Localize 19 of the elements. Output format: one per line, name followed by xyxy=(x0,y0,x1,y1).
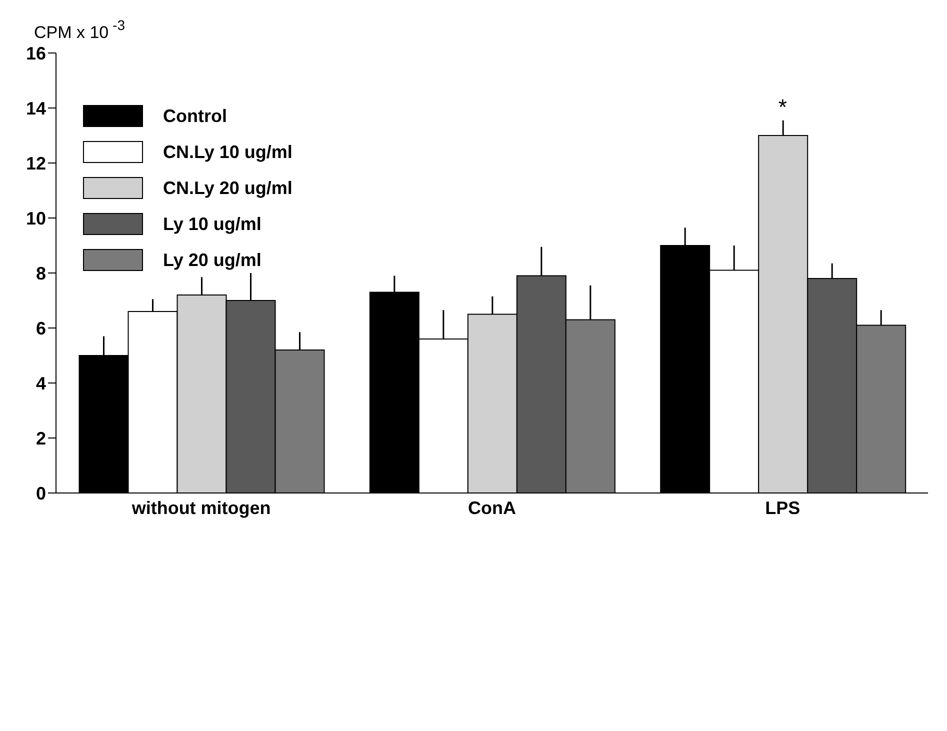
x-tick-label: ConA xyxy=(468,498,516,518)
annotation: * xyxy=(778,94,788,120)
y-tick-label: 12 xyxy=(26,153,46,174)
y-tick-label: 8 xyxy=(36,263,46,284)
legend-label: Ly 10 ug/ml xyxy=(163,214,262,234)
x-tick-label: without mitogen xyxy=(130,498,271,518)
y-tick-label: 16 xyxy=(26,43,46,64)
legend-label: Control xyxy=(163,106,227,126)
legend-label: CN.Ly 20 ug/ml xyxy=(163,178,292,198)
y-tick-label: 6 xyxy=(36,318,46,338)
legend-label: CN.Ly 10 ug/ml xyxy=(163,142,292,162)
y-tick-label: 4 xyxy=(36,373,46,394)
y-tick-label: 10 xyxy=(26,208,46,228)
y-tick-label: 2 xyxy=(36,428,46,448)
y-axis-title: CPM x 10$^{-3}$ xyxy=(34,17,126,42)
legend-label: Ly 20 ug/ml xyxy=(163,250,262,270)
y-tick-label: 0 xyxy=(36,483,46,504)
y-tick-label: 14 xyxy=(26,98,46,118)
x-tick-label: LPS xyxy=(765,498,800,518)
